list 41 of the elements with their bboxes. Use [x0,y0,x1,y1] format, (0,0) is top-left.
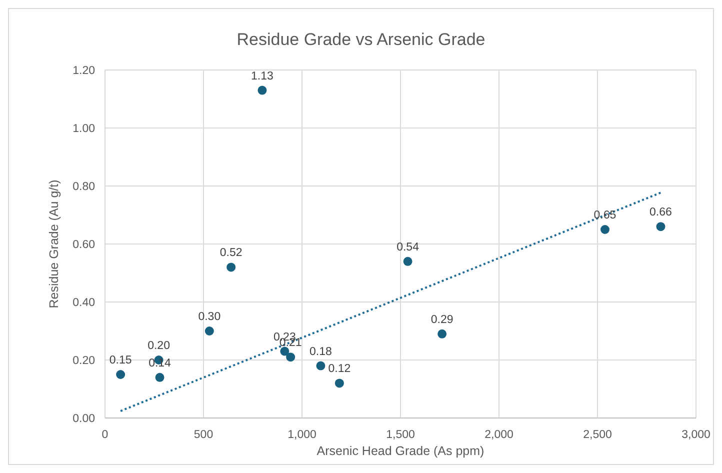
data-label: 0.29 [430,314,454,326]
x-tick-label: 0 [102,429,108,441]
x-tick-label: 2,000 [484,429,514,441]
data-label: 0.20 [148,340,170,352]
point [155,372,164,382]
point [204,326,214,336]
data-label: 0.66 [650,206,672,219]
y-tick-label: 0.40 [72,297,95,309]
y-tick-label: 0.80 [72,181,95,193]
chart-title: Residue Grade vs Arsenic Grade [236,30,486,49]
x-tick-label: 1,500 [386,429,415,441]
y-tick-label: 1.00 [72,123,95,135]
point [403,256,412,266]
point [280,346,290,356]
y-tick-label: 0.00 [72,413,95,425]
point [334,378,344,388]
data-label: 0.18 [310,346,332,358]
data-label: 0.14 [148,357,172,370]
point [600,225,610,234]
y-tick-label: 0.60 [72,239,95,251]
x-tick-label: 3,000 [682,429,710,441]
data-label: 0.54 [396,241,420,254]
data-label: 0.15 [109,354,132,366]
point [656,222,666,232]
point [438,329,447,338]
y-tick-label: 0.20 [72,355,95,367]
data-label: 0.52 [220,247,242,260]
point [116,370,126,379]
point [316,361,326,370]
y-tick-label: 1.20 [72,65,95,77]
data-label: 0.30 [198,311,221,323]
point [286,352,296,362]
x-axis-title: Arsenic Head Grade (As ppm) [316,444,484,458]
y-axis-title: Residue Grade (Au g/t) [47,180,61,308]
x-tick-label: 1,000 [288,429,316,441]
point [226,262,236,272]
x-tick-label: 2,500 [583,429,612,441]
data-label: 1.13 [251,70,274,82]
data-label: 0.12 [328,363,351,376]
point [258,86,267,95]
x-tick-label: 500 [194,429,214,441]
